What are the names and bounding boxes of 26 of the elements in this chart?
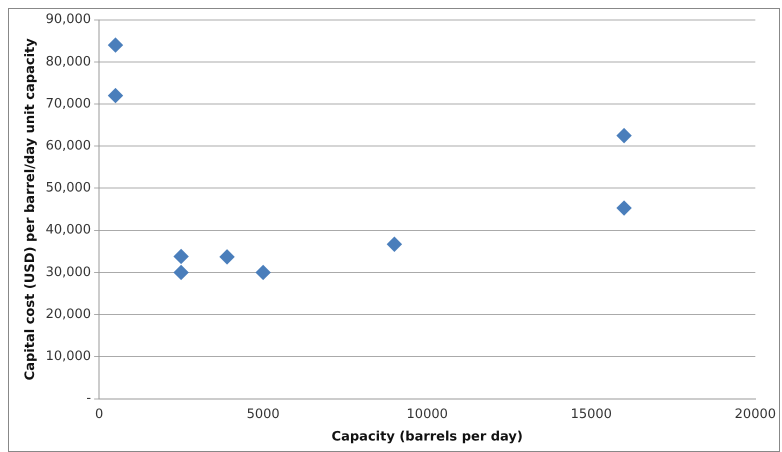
- x-axis-title: Capacity (barrels per day): [332, 430, 523, 445]
- point: [616, 128, 632, 144]
- x-tick-label: 10000: [406, 406, 448, 422]
- y-tick-label: 20,000: [46, 306, 92, 322]
- y-tick-label: 90,000: [46, 12, 92, 28]
- y-tick-label: 10,000: [46, 349, 92, 364]
- y-tick-label: -: [86, 391, 92, 406]
- point: [256, 264, 271, 280]
- x-tick-label: 15000: [570, 406, 612, 422]
- y-axis-title: Capital cost (USD) per barrel/day unit capacity: [23, 38, 38, 380]
- point: [108, 38, 123, 53]
- point: [174, 248, 189, 264]
- y-tick-label: 60,000: [46, 138, 92, 154]
- x-tick-label: 20000: [734, 406, 776, 422]
- x-tick-label: 0: [94, 406, 104, 422]
- y-tick-label: 50,000: [46, 180, 92, 196]
- y-tick-label: 80,000: [46, 54, 92, 70]
- point: [386, 236, 402, 252]
- y-tick-label: 30,000: [46, 264, 92, 280]
- point: [174, 264, 189, 280]
- point: [616, 200, 632, 216]
- y-tick-label: 70,000: [46, 96, 92, 112]
- x-tick-label: 5000: [246, 406, 280, 422]
- y-tick-label: 40,000: [46, 222, 92, 238]
- point: [220, 249, 235, 264]
- point: [108, 88, 123, 104]
